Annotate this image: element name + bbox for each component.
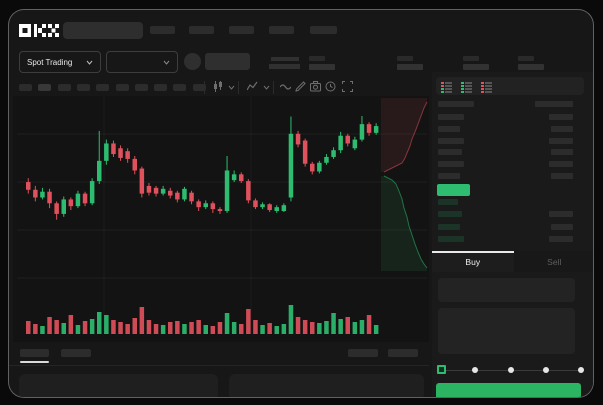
amount-input-placeholder[interactable] (438, 308, 575, 354)
ask-price-5[interactable] (438, 161, 464, 168)
slider-stop-75pct[interactable] (542, 367, 549, 373)
nav-item-3[interactable] (229, 26, 254, 34)
chevron-down-icon[interactable] (228, 85, 235, 90)
nav-item-4[interactable] (269, 26, 294, 34)
chart-area[interactable] (13, 96, 429, 342)
buy-submit-button[interactable] (436, 383, 581, 397)
pair-name-placeholder[interactable] (205, 53, 250, 70)
ticker-stat-4 (518, 56, 548, 70)
ask-amount-6[interactable] (551, 173, 573, 179)
bid-price-3[interactable] (438, 223, 460, 230)
app-window: Spot Trading (8, 9, 594, 398)
ask-amount-4[interactable] (551, 149, 573, 156)
bid-amount-4[interactable] (549, 235, 573, 242)
ask-price-4[interactable] (438, 149, 462, 156)
ask-amount-1[interactable] (549, 114, 573, 120)
nav-item-5[interactable] (310, 26, 337, 34)
slider-stop-25pct[interactable] (472, 367, 479, 373)
camera-icon[interactable] (310, 81, 321, 92)
ticker-stat-2 (397, 56, 427, 70)
tab-buy[interactable]: Buy (432, 251, 514, 272)
ask-amount-3[interactable] (549, 137, 573, 144)
indicators-icon[interactable] (247, 81, 258, 92)
timeframe-slot-4[interactable] (76, 84, 90, 91)
nav-item-2[interactable] (189, 26, 214, 34)
okx-logo (19, 24, 59, 37)
ticker-stat-1 (309, 56, 339, 70)
last-price-placeholder (271, 57, 299, 61)
nav-item-1[interactable] (150, 26, 175, 34)
timeframe-slot-9[interactable] (173, 84, 187, 91)
candle-type-icon[interactable] (213, 81, 224, 92)
timeframe-slot-3[interactable] (57, 84, 71, 91)
ask-amount-2[interactable] (551, 125, 573, 132)
fullscreen-icon[interactable] (342, 81, 353, 92)
divider (9, 365, 429, 366)
ask-price-1[interactable] (438, 114, 464, 120)
price-change-placeholder (269, 64, 300, 69)
book-combined-icon[interactable] (441, 80, 452, 93)
chevron-down-icon[interactable] (263, 85, 270, 90)
timeframe-slot-8[interactable] (154, 84, 168, 91)
pair-filter-dropdown[interactable] (106, 51, 178, 73)
bid-price-1[interactable] (438, 199, 458, 205)
slider-stop-50pct[interactable] (507, 367, 514, 373)
bid-price-4[interactable] (438, 235, 464, 242)
bottom-toolbar-item-1[interactable] (348, 349, 378, 357)
coin-avatar (184, 53, 201, 70)
market-type-dropdown[interactable]: Spot Trading (19, 51, 101, 73)
candlestick-chart[interactable] (15, 96, 429, 342)
ask-price-3[interactable] (438, 137, 464, 144)
timeframe-slot-5[interactable] (96, 84, 110, 91)
chevron-down-icon (163, 60, 170, 65)
book-bids-icon[interactable] (461, 80, 472, 93)
bottom-tab-active[interactable] (20, 349, 49, 357)
bid-price-2[interactable] (438, 211, 462, 218)
draw-icon[interactable] (295, 81, 306, 92)
orders-panel-placeholder (19, 374, 218, 397)
ask-amount-5[interactable] (549, 161, 573, 168)
positions-panel-placeholder (229, 374, 424, 397)
bid-amount-3[interactable] (551, 223, 573, 230)
bottom-tab-2[interactable] (61, 349, 91, 357)
line-tool-icon[interactable] (280, 81, 291, 92)
orderbook-price-header (438, 101, 474, 107)
ask-price-2[interactable] (438, 125, 460, 132)
orderbook-toolbar (436, 77, 584, 95)
timeframe-slot-6[interactable] (115, 84, 129, 91)
bottom-tab-active-indicator (20, 361, 49, 363)
bottom-toolbar-item-2[interactable] (388, 349, 418, 357)
timeframe-slot-7[interactable] (134, 84, 148, 91)
timeframe-slot-10[interactable] (192, 84, 206, 91)
tab-sell[interactable]: Sell (513, 251, 593, 272)
book-asks-icon[interactable] (481, 80, 492, 93)
timeframe-slot-2[interactable] (38, 84, 52, 91)
price-input-placeholder[interactable] (438, 278, 575, 302)
chevron-down-icon (86, 60, 93, 65)
trade-tabs: Buy Sell (432, 251, 593, 272)
search-input[interactable] (63, 22, 143, 39)
bid-amount-2[interactable] (549, 211, 573, 218)
clock-icon[interactable] (325, 81, 336, 92)
last-price-badge (437, 184, 470, 196)
timeframe-slot-1[interactable] (19, 84, 32, 91)
orderbook-amount-header (535, 101, 573, 107)
market-type-label: Spot Trading (27, 57, 73, 67)
ask-price-6[interactable] (438, 173, 460, 179)
ticker-stat-3 (463, 56, 493, 70)
slider-stop-100pct[interactable] (578, 367, 584, 373)
slider-stop-0pct[interactable] (437, 365, 446, 374)
